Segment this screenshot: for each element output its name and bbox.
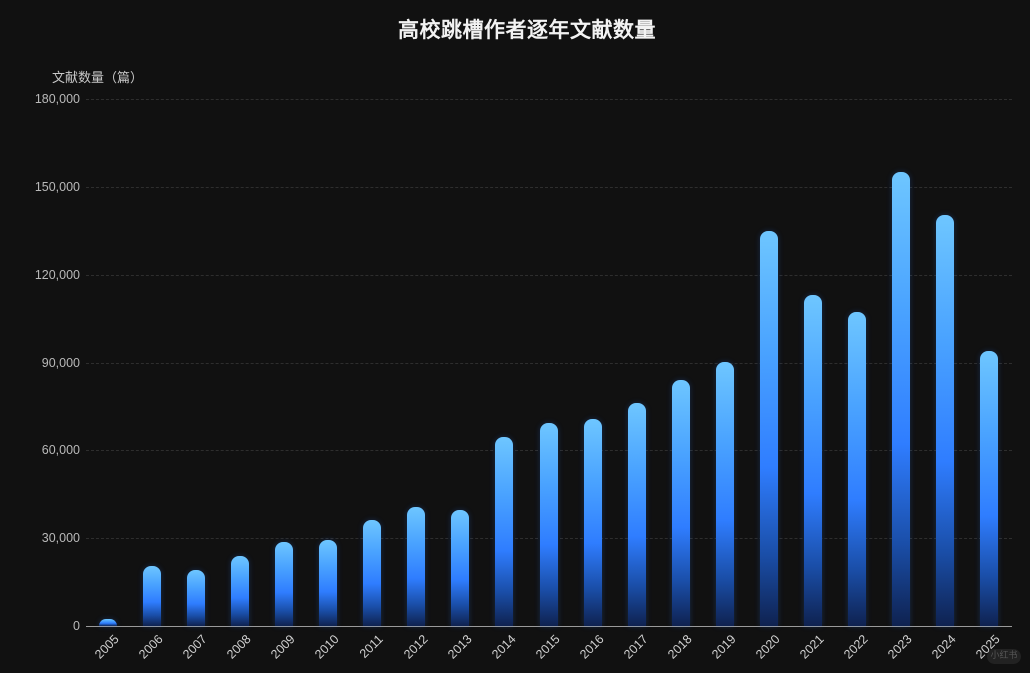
y-tick-label: 150,000 <box>34 179 80 194</box>
x-tick-label: 2009 <box>268 632 299 662</box>
y-axis-label: 文献数量（篇） <box>52 71 144 86</box>
bar-2025[interactable] <box>980 351 998 626</box>
x-tick-label: 2010 <box>312 632 343 662</box>
x-tick-label: 2014 <box>488 632 519 662</box>
bar-2016[interactable] <box>583 419 602 626</box>
bar-2013[interactable] <box>451 510 470 626</box>
bar-2012[interactable] <box>407 507 426 626</box>
y-tick-label: 90,000 <box>41 355 80 370</box>
x-tick-label: 2016 <box>576 632 607 662</box>
bar-2015[interactable] <box>539 423 558 626</box>
gridline <box>86 362 1012 364</box>
y-tick-label: 30,000 <box>41 531 80 546</box>
bar-2009[interactable] <box>275 541 294 626</box>
chart-title: 高校跳槽作者逐年文献数量 <box>398 18 656 42</box>
bar-2008[interactable] <box>231 556 250 626</box>
bar-2019[interactable] <box>715 361 734 626</box>
gridline <box>86 186 1012 188</box>
x-tick-label: 2020 <box>753 632 783 662</box>
bar-2024[interactable] <box>935 214 954 626</box>
y-tick-label: 60,000 <box>41 443 80 458</box>
x-tick-label: 2008 <box>224 632 255 662</box>
gridline <box>86 99 1012 100</box>
x-tick-label: 2015 <box>532 632 563 662</box>
bar-2021[interactable] <box>803 295 822 626</box>
bar-2022[interactable] <box>847 312 866 626</box>
x-tick-label: 2006 <box>136 632 166 662</box>
bar-2020[interactable] <box>759 230 778 626</box>
bar-2018[interactable] <box>671 380 690 626</box>
bar-2010[interactable] <box>319 539 338 626</box>
x-tick-label: 2012 <box>400 632 431 662</box>
y-tick-label: 180,000 <box>34 92 80 106</box>
x-axis-line <box>86 626 1012 627</box>
x-tick-label: 2005 <box>92 632 122 662</box>
x-tick-label: 2023 <box>885 632 915 662</box>
x-tick-label: 2024 <box>929 632 959 662</box>
bar-2017[interactable] <box>627 402 646 626</box>
x-tick-label: 2021 <box>797 632 827 662</box>
x-tick-label: 2017 <box>620 632 651 662</box>
y-tick-label: 0 <box>73 619 80 633</box>
bar-2023[interactable] <box>891 172 910 626</box>
x-tick-label: 2013 <box>444 632 475 662</box>
x-tick-label: 2007 <box>180 632 211 662</box>
gridline <box>86 274 1012 276</box>
bar-2005[interactable] <box>99 618 117 626</box>
x-tick-label: 2011 <box>357 632 387 661</box>
bar-2006[interactable] <box>143 565 162 626</box>
bar-2014[interactable] <box>495 437 514 626</box>
x-tick-label: 2019 <box>709 632 739 662</box>
bar-2007[interactable] <box>187 570 206 626</box>
watermark-badge: 小红书 <box>987 649 1021 664</box>
y-tick-label: 120,000 <box>34 267 80 282</box>
x-tick-label: 2018 <box>664 632 695 662</box>
x-tick-label: 2022 <box>841 632 871 662</box>
bar-2011[interactable] <box>363 520 382 626</box>
